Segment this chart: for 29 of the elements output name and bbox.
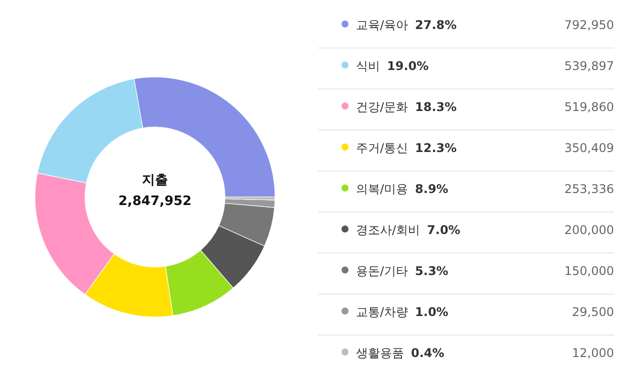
- legend-label: 주거/통신: [356, 141, 408, 155]
- data-label: 0.4%: [411, 346, 444, 360]
- data-label: 5.3%: [415, 264, 448, 278]
- data-label: 27.8%: [415, 18, 457, 32]
- legend-label: 생활용품: [356, 346, 404, 360]
- legend-label: 교통/차량: [356, 305, 408, 319]
- legend-label: 식비: [356, 59, 380, 73]
- data-label: 12.3%: [415, 141, 457, 155]
- text: 792,950: [564, 18, 614, 32]
- data-label: 18.3%: [415, 100, 457, 114]
- data-label: 8.9%: [415, 182, 448, 196]
- text: 519,860: [564, 100, 614, 114]
- text: 12,000: [572, 346, 614, 360]
- text: 29,500: [572, 305, 614, 319]
- text: 253,336: [564, 182, 614, 196]
- data-label: 19.0%: [387, 59, 429, 73]
- legend-label: 용돈/기타: [356, 264, 408, 278]
- legend-label: 건강/문화: [356, 100, 408, 114]
- text: 539,897: [564, 59, 614, 73]
- text: 지출: [142, 173, 168, 188]
- legend-label: 의복/미용: [356, 182, 408, 196]
- legend-label: 교육/육아: [356, 18, 408, 32]
- data-label: 7.0%: [427, 223, 460, 237]
- legend-label: 경조사/회비: [356, 223, 420, 237]
- text: 2,847,952: [118, 194, 192, 209]
- data-label: 1.0%: [415, 305, 448, 319]
- text: 150,000: [564, 264, 614, 278]
- text: 350,409: [564, 141, 614, 155]
- text: 200,000: [564, 223, 614, 237]
